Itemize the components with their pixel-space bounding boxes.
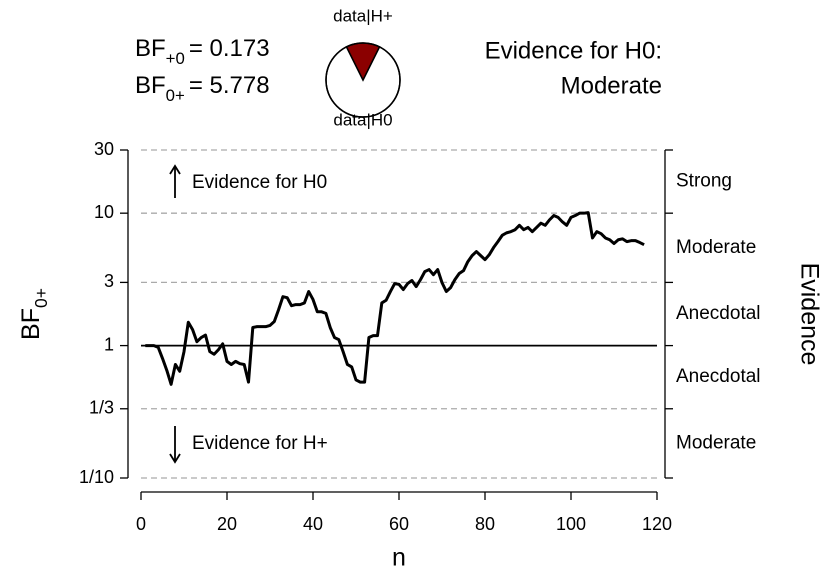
evidence-heading: Evidence for H0: [485,37,662,64]
bf-label-sub: 0+ [166,86,185,105]
y-tick-label: 30 [94,139,114,159]
y-tick-label: 1 [104,334,114,354]
evidence-label: Moderate [676,432,756,453]
evidence-label: Strong [676,171,732,192]
pie-label: data|H+ [333,6,393,25]
annotation: Evidence for H0 [192,172,327,193]
pie-outline [325,42,401,118]
y-axis-label: BF0+ [17,288,51,340]
x-tick-label: 0 [136,514,146,534]
y-tick-label: 3 [104,271,114,291]
x-tick-label: 80 [475,514,495,534]
y-tick-label: 1/10 [79,467,114,487]
bf-label: BF0+ = 5.778 [135,72,270,105]
evidence-label: Anecdotal [676,366,761,387]
arrow-head [169,453,181,464]
x-tick-label: 20 [217,514,237,534]
bf-value: = 5.778 [189,72,270,99]
bf-label-base: BF [135,72,166,99]
bf-value: = 0.173 [189,35,270,62]
y-axis-label-base: BF [17,308,45,340]
annotation: Evidence for H+ [192,433,328,454]
x-tick-label: 40 [303,514,323,534]
bf-label: BF+0 = 0.173 [135,35,270,68]
bf-label-base: BF [135,35,166,62]
arrow-head [169,164,181,175]
y-axis-label-sub: 0+ [31,288,51,308]
evidence-label: Anecdotal [676,303,761,324]
y2-axis-label: Evidence [795,263,823,366]
y-tick-label: 1/3 [89,398,114,418]
x-tick-label: 60 [389,514,409,534]
bf-line [145,211,645,386]
pie-label: data|H0 [333,110,392,129]
evidence-label: Moderate [676,237,756,258]
evidence-heading: Moderate [561,72,662,99]
x-tick-label: 100 [556,514,586,534]
x-axis-label: n [392,544,406,571]
bf-label-sub: +0 [166,49,185,68]
x-tick-label: 120 [642,514,672,534]
y-tick-label: 10 [94,202,114,222]
